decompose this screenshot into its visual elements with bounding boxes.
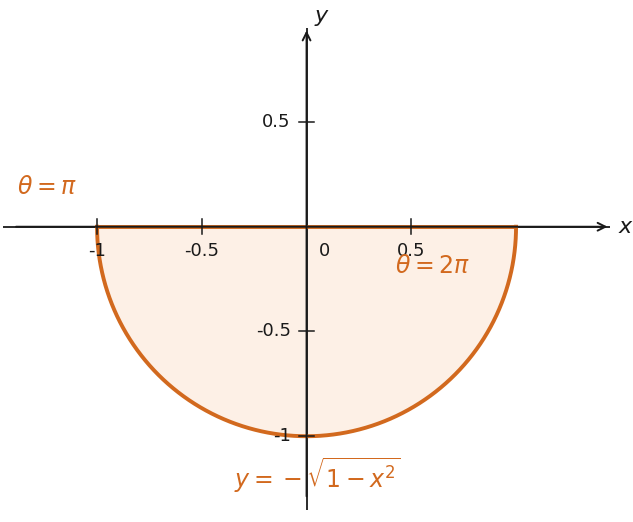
Text: -1: -1	[273, 427, 291, 445]
Text: y: y	[315, 6, 328, 26]
Polygon shape	[97, 227, 516, 436]
Text: $\theta = 2\pi$: $\theta = 2\pi$	[394, 254, 470, 278]
Text: -0.5: -0.5	[184, 242, 219, 260]
Text: -1: -1	[88, 242, 106, 260]
Text: $y = -\sqrt{1 - x^2}$: $y = -\sqrt{1 - x^2}$	[234, 455, 401, 494]
Text: $\theta = \pi$: $\theta = \pi$	[18, 175, 77, 199]
Text: 0.5: 0.5	[397, 242, 425, 260]
Text: 0.5: 0.5	[262, 113, 291, 131]
Text: -0.5: -0.5	[256, 323, 291, 340]
Text: 0: 0	[319, 242, 330, 260]
Text: x: x	[618, 217, 632, 237]
